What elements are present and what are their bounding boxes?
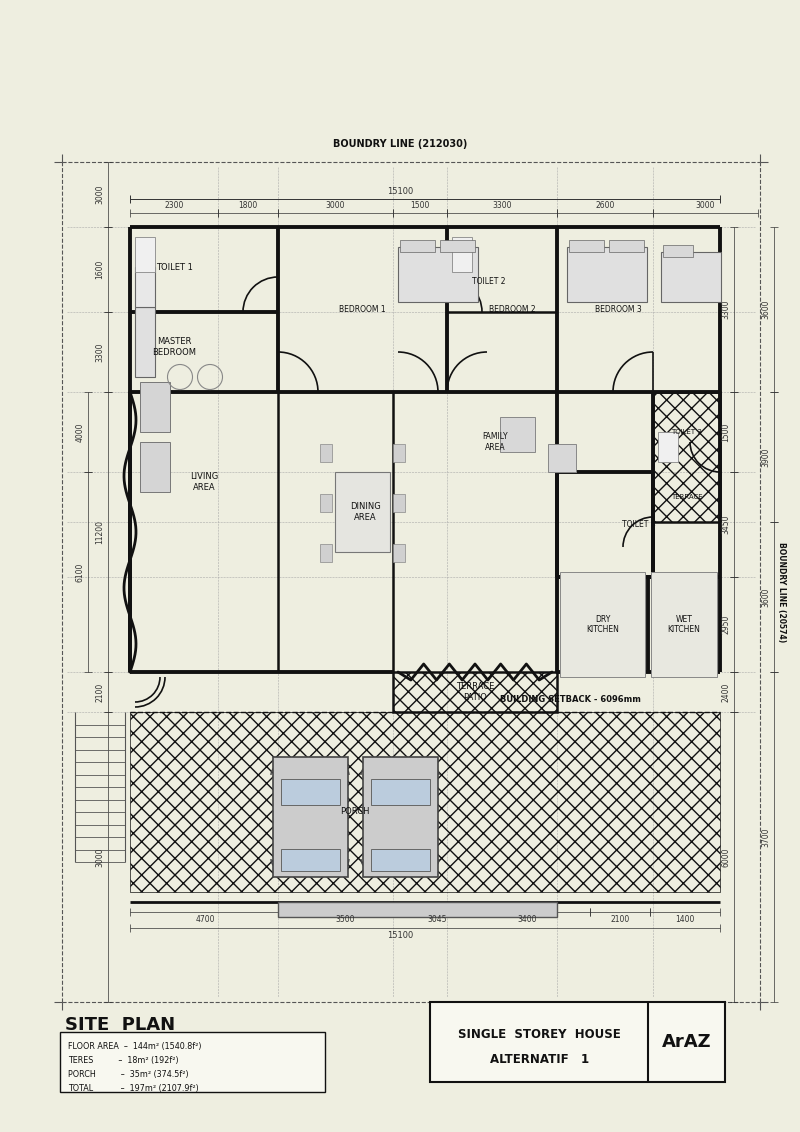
Bar [281,849,340,871]
Text: DRY
KITCHEN: DRY KITCHEN [586,615,619,634]
Text: LIVING
AREA: LIVING AREA [190,472,218,491]
Text: 3300: 3300 [492,201,512,211]
Text: 3000: 3000 [326,201,346,211]
Bar [60,1032,325,1092]
Bar [320,544,332,561]
Text: FAMILY
AREA: FAMILY AREA [482,432,508,452]
Bar [278,902,557,917]
Text: 6100: 6100 [75,563,85,582]
Text: 3300: 3300 [95,342,105,362]
Text: SCALE 1:50: SCALE 1:50 [65,1035,121,1045]
Bar [140,381,170,432]
Bar [335,472,390,552]
Bar [658,432,678,462]
Text: 2400: 2400 [722,683,730,702]
Bar [273,757,348,877]
Text: 6000: 6000 [722,847,730,867]
Text: TOTAL           –  197m² (2107.9f²): TOTAL – 197m² (2107.9f²) [68,1084,198,1094]
Text: 2950: 2950 [722,615,730,634]
Text: 1500: 1500 [410,201,430,211]
Bar [567,247,647,302]
Bar [393,494,405,512]
Bar [661,252,721,302]
Bar [609,240,644,252]
Text: BEDROOM 3: BEDROOM 3 [595,305,642,314]
Text: TOILET 4: TOILET 4 [622,520,655,529]
Bar [320,444,332,462]
Bar [651,572,717,677]
Text: BEDROOM 2: BEDROOM 2 [489,305,535,314]
Bar [371,849,430,871]
Text: 1600: 1600 [95,260,105,280]
Text: DINING
AREA: DINING AREA [350,503,381,522]
Text: TERRACE
PATIO: TERRACE PATIO [456,683,494,702]
Text: 2300: 2300 [164,201,184,211]
Bar [135,237,155,272]
Text: 3600: 3600 [762,300,770,319]
Text: 3300: 3300 [722,300,730,319]
Bar [663,245,693,257]
Text: TOILET 3: TOILET 3 [671,429,702,435]
Text: 2600: 2600 [595,201,614,211]
Bar [548,444,576,472]
Text: 3400: 3400 [518,916,538,925]
Text: BOUNDRY LINE (20574): BOUNDRY LINE (20574) [778,542,786,642]
Bar [130,712,720,892]
Bar [653,392,720,522]
Text: BEDROOM 1: BEDROOM 1 [339,305,386,314]
Bar [398,247,478,302]
Text: BOUNDRY LINE (212030): BOUNDRY LINE (212030) [333,139,467,149]
Text: 3900: 3900 [762,447,770,466]
Bar [393,672,557,712]
Text: 2100: 2100 [95,683,105,702]
Text: 3000: 3000 [95,847,105,867]
Bar [363,757,438,877]
Text: BUILDING SETBACK - 6096mm: BUILDING SETBACK - 6096mm [499,695,641,704]
Bar [371,779,430,805]
Text: 3045: 3045 [428,916,447,925]
Text: PORCH          –  35m² (374.5f²): PORCH – 35m² (374.5f²) [68,1070,189,1079]
Bar [393,444,405,462]
Bar [430,1002,725,1082]
Text: 15100: 15100 [387,187,413,196]
Bar [135,267,155,307]
Text: 3600: 3600 [762,588,770,607]
Text: 3000: 3000 [95,185,105,204]
Text: TERES          –  18m² (192f²): TERES – 18m² (192f²) [68,1056,178,1065]
Text: ALTERNATIF   1: ALTERNATIF 1 [490,1053,589,1066]
Text: TOILET 2: TOILET 2 [472,277,506,286]
Text: 3450: 3450 [722,515,730,534]
Bar [569,240,604,252]
Bar [440,240,475,252]
Bar [281,779,340,805]
Bar [500,417,535,452]
Text: PORCH: PORCH [340,807,370,816]
Text: MASTER
BEDROOM: MASTER BEDROOM [152,337,196,357]
Text: 15100: 15100 [387,932,413,941]
Text: FLOOR AREA  –  144m² (1540.8f²): FLOOR AREA – 144m² (1540.8f²) [68,1041,202,1050]
Bar [135,307,155,377]
Text: SINGLE  STOREY  HOUSE: SINGLE STOREY HOUSE [458,1028,621,1040]
Bar [140,441,170,492]
Text: WET
KITCHEN: WET KITCHEN [667,615,701,634]
Text: 1800: 1800 [238,201,258,211]
Text: 1500: 1500 [722,422,730,441]
Text: 11200: 11200 [95,520,105,544]
Text: 1400: 1400 [675,916,694,925]
Text: TOILET 1: TOILET 1 [155,263,193,272]
Text: 3000: 3000 [696,201,715,211]
Text: 3500: 3500 [335,916,354,925]
Text: 4000: 4000 [75,422,85,441]
Bar [400,240,435,252]
Bar [452,237,472,272]
Text: 3700: 3700 [762,827,770,847]
Text: TERRACE: TERRACE [670,494,702,500]
Text: SITE  PLAN: SITE PLAN [65,1017,175,1034]
Bar [320,494,332,512]
Bar [560,572,645,677]
Text: ArAZ: ArAZ [662,1034,711,1050]
Text: 4700: 4700 [195,916,214,925]
Bar [393,544,405,561]
Text: 2100: 2100 [610,916,630,925]
